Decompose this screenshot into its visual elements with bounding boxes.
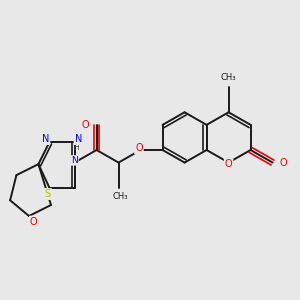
Text: N: N xyxy=(75,134,82,144)
Text: O: O xyxy=(280,158,287,168)
Text: N: N xyxy=(71,156,78,165)
Text: CH₃: CH₃ xyxy=(112,192,128,201)
Text: N: N xyxy=(42,134,49,144)
Text: H: H xyxy=(73,142,79,152)
Text: O: O xyxy=(82,120,89,130)
Text: O: O xyxy=(135,143,143,153)
Text: O: O xyxy=(30,217,38,227)
Text: O: O xyxy=(225,159,232,169)
Text: CH₃: CH₃ xyxy=(221,74,236,82)
Text: S: S xyxy=(45,189,51,199)
